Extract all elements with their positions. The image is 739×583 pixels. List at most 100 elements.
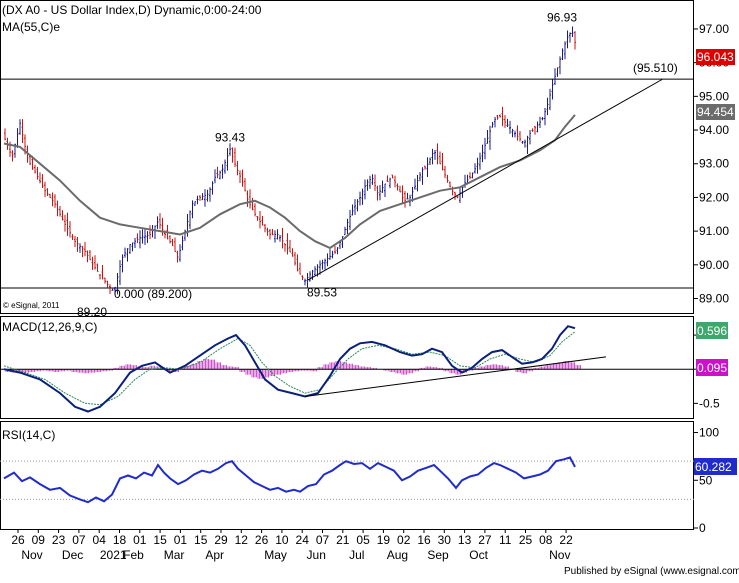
- price-candle: [444, 165, 446, 179]
- date-month-label: Nov: [549, 548, 570, 562]
- price-candle: [426, 157, 429, 177]
- price-candle: [559, 56, 561, 75]
- date-day-label: 22: [559, 533, 573, 547]
- date-day-label: 04: [93, 533, 107, 547]
- price-candle: [11, 150, 14, 162]
- price-tick-label: 92.00: [699, 190, 729, 204]
- price-candle: [359, 191, 361, 206]
- date-day-label: 01: [174, 533, 188, 547]
- price-candle: [406, 192, 409, 200]
- price-candle: [329, 249, 331, 260]
- price-candle: [99, 274, 101, 280]
- price-candle: [524, 139, 526, 148]
- price-candle: [404, 191, 406, 208]
- date-day-label: 08: [539, 533, 553, 547]
- price-candle: [491, 121, 494, 128]
- esignal-watermark: © eSignal, 2011: [3, 301, 60, 310]
- price-candle: [194, 201, 196, 206]
- price-candle: [146, 231, 149, 243]
- price-candle: [124, 247, 126, 258]
- price-candle: [294, 251, 296, 266]
- price-candle: [41, 174, 44, 189]
- macd-value-label: 0.596: [697, 324, 727, 338]
- price-candle: [151, 224, 154, 238]
- price-candle: [121, 254, 124, 273]
- price-candle: [129, 244, 131, 254]
- price-candle: [174, 237, 176, 252]
- price-candle: [521, 140, 524, 144]
- price-candle: [469, 172, 471, 180]
- rsi-value-label: 60.282: [695, 460, 732, 474]
- price-candle: [209, 187, 211, 202]
- price-candle: [109, 284, 111, 294]
- price-candle: [49, 193, 51, 198]
- price-candle: [501, 106, 504, 127]
- date-day-label: 26: [11, 533, 25, 547]
- price-candle: [504, 115, 506, 128]
- price-candle: [546, 97, 549, 116]
- date-day-label: 24: [296, 533, 310, 547]
- price-candle: [414, 178, 416, 190]
- price-candle: [354, 199, 356, 215]
- date-day-label: 15: [153, 533, 167, 547]
- price-candle: [331, 250, 334, 259]
- price-candle: [306, 272, 309, 289]
- price-candle: [424, 165, 426, 170]
- price-candle: [181, 235, 184, 251]
- price-candle: [391, 174, 394, 179]
- macd-panel: 0.50-0.5 MACD(12,26,9,C) 0.596 0.095: [0, 320, 728, 413]
- price-candle: [544, 108, 546, 126]
- price-candle: [59, 205, 61, 217]
- price-candle: [86, 250, 89, 263]
- price-candle: [459, 187, 461, 204]
- price-candle: [386, 175, 389, 183]
- price-candle: [39, 172, 41, 184]
- price-tick-label: 90.00: [699, 258, 729, 272]
- price-candles: [4, 26, 576, 295]
- price-candle: [564, 41, 566, 60]
- price-candle: [566, 30, 569, 49]
- price-candle: [244, 178, 246, 192]
- price-candle: [541, 117, 544, 121]
- date-day-label: 05: [356, 533, 370, 547]
- rsi-panel-frame: [0, 421, 694, 530]
- price-candle: [446, 174, 449, 183]
- price-candle: [221, 164, 224, 179]
- price-candle: [159, 213, 161, 230]
- price-candle: [551, 79, 554, 100]
- rsi-tick-label: 0: [699, 521, 706, 535]
- price-candle: [556, 67, 559, 77]
- price-candle: [366, 179, 369, 191]
- rsi-title: RSI(14,C): [2, 428, 55, 442]
- price-candle: [156, 216, 159, 229]
- price-candle: [529, 130, 531, 145]
- price-candle: [161, 217, 164, 236]
- date-month-label: Aug: [387, 548, 408, 562]
- price-annotations: 96.93 93.43 0.000 (89.200) 89.20 89.53: [77, 10, 577, 318]
- price-candle: [496, 115, 499, 120]
- price-candle: [259, 210, 261, 229]
- price-candle: [304, 278, 306, 286]
- price-candle: [16, 128, 19, 148]
- price-candle: [371, 174, 374, 185]
- date-day-label: 15: [194, 533, 208, 547]
- date-month-label: Apr: [205, 548, 224, 562]
- price-panel-frame: [0, 0, 694, 314]
- rsi-panel: 100 50 0 RSI(14,C) 60.282: [0, 426, 737, 535]
- price-candle: [141, 229, 144, 244]
- price-candle: [19, 119, 21, 135]
- date-month-label: Mar: [164, 548, 185, 562]
- price-candle: [276, 229, 279, 240]
- price-candle: [506, 118, 509, 127]
- price-candle: [479, 152, 481, 170]
- macd-title: MACD(12,26,9,C): [2, 320, 97, 334]
- price-candle: [499, 114, 501, 118]
- date-day-label: 30: [438, 533, 452, 547]
- price-candle: [561, 48, 564, 61]
- publisher-footer: Published by eSignal (www.esignal.com): [564, 566, 739, 577]
- price-candle: [134, 238, 136, 248]
- price-candle: [96, 263, 99, 272]
- price-candle: [364, 179, 366, 200]
- price-candle: [514, 130, 516, 138]
- price-candle: [396, 183, 399, 191]
